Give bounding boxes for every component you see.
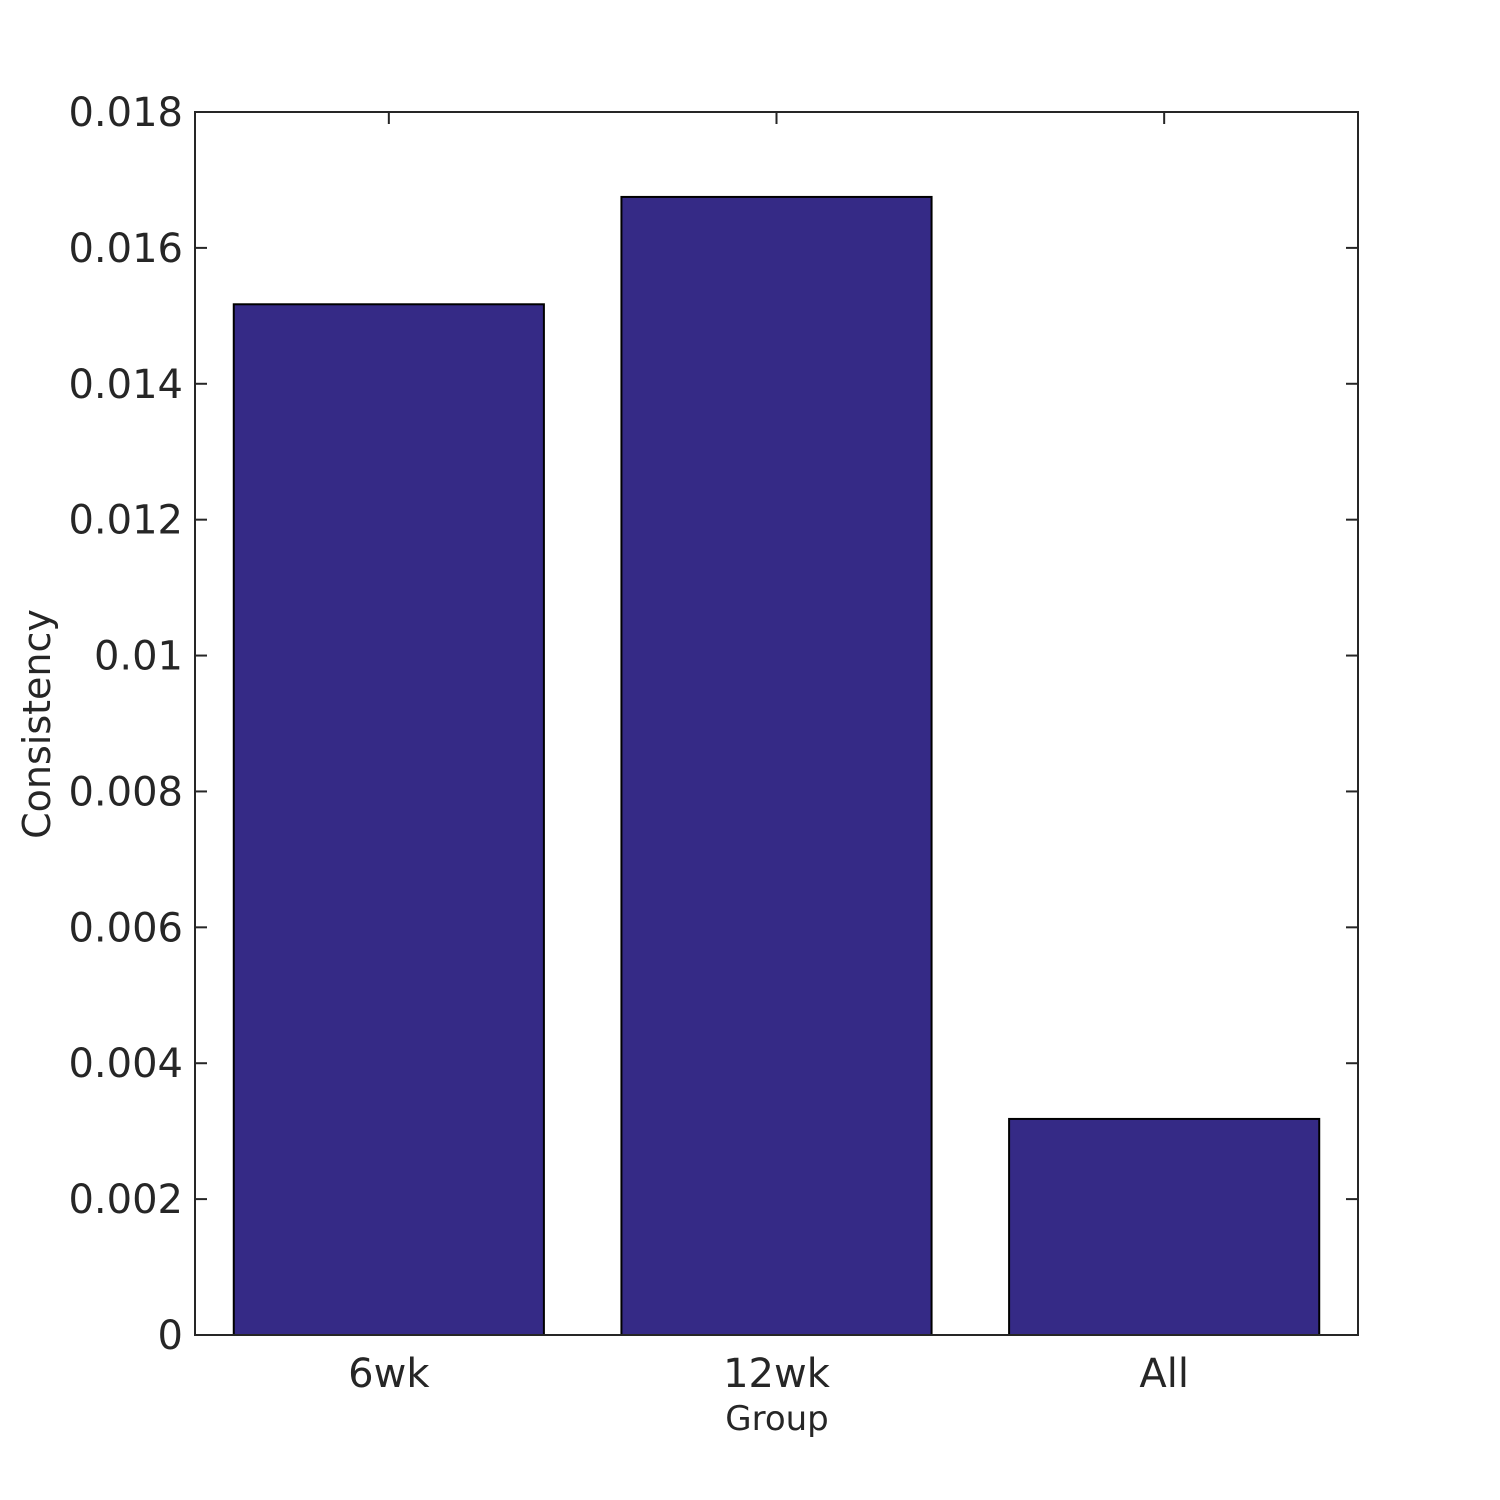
y-tick-label: 0.01: [94, 634, 183, 680]
x-axis-label: Group: [725, 1399, 829, 1439]
y-tick-label: 0.012: [68, 498, 183, 544]
y-tick-label: 0: [158, 1313, 183, 1359]
bar: [1008, 1117, 1321, 1336]
y-tick-label: 0.008: [68, 769, 183, 815]
y-tick-label: 0.018: [68, 90, 183, 136]
y-tick-label: 0.004: [68, 1041, 183, 1087]
y-tick-label: 0.006: [68, 905, 183, 951]
bar: [620, 195, 933, 1337]
y-tick-label: 0.016: [68, 226, 183, 272]
x-tick-label: All: [1139, 1351, 1189, 1397]
y-tick-label: 0.014: [68, 362, 183, 408]
y-tick-label: 0.002: [68, 1177, 183, 1223]
axes-frame: [194, 111, 1359, 1336]
y-axis-label: Consistency: [15, 609, 59, 839]
bar: [232, 303, 545, 1336]
x-tick-label: 6wk: [348, 1351, 430, 1397]
x-tick-label: 12wk: [723, 1351, 831, 1397]
